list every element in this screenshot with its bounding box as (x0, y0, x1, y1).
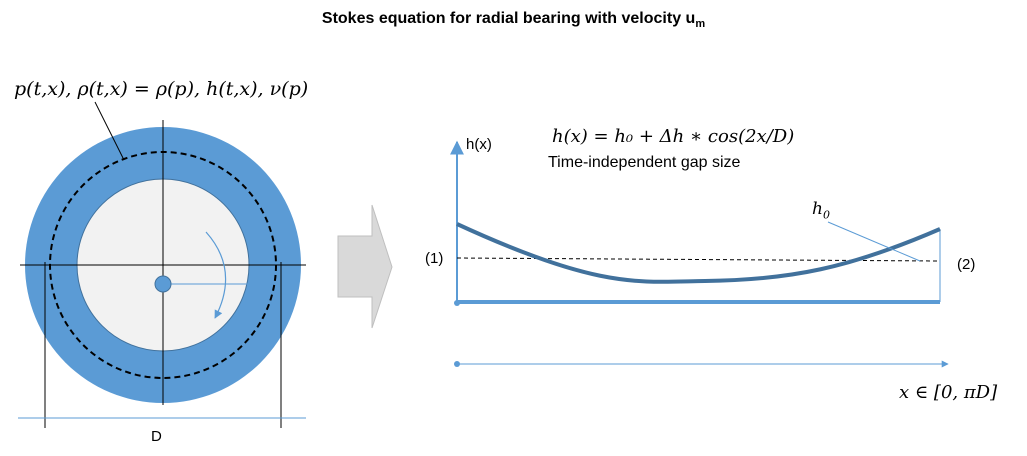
variables-label: p(t,x), ρ(t,x) = ρ(p), h(t,x), ν(p) (14, 78, 309, 100)
leader-line (94, 101, 125, 161)
h0-label-text: h (812, 199, 823, 219)
title-subscript: m (695, 18, 706, 31)
bearing-cross-section (18, 101, 306, 428)
x-axis-label: x ∈ [0, πD] (899, 382, 998, 403)
h0-leader-line (827, 221, 921, 262)
point2-label: (2) (957, 256, 976, 273)
gap-caption: Time-independent gap size (548, 154, 741, 171)
title-text: Stokes equation for radial bearing with … (321, 10, 696, 27)
point1-label: (1) (425, 250, 444, 267)
transform-block-arrow (337, 204, 393, 329)
shaft-center-dot (154, 275, 172, 293)
gap-plot (450, 140, 949, 368)
gap-curve (456, 222, 941, 284)
diagram-title: Stokes equation for radial bearing with … (0, 10, 1027, 30)
gap-formula: h(x) = h₀ + Δh ∗ cos(2x/D) (552, 126, 795, 147)
h0-label: h0 (812, 199, 830, 221)
y-axis-label: h(x) (466, 136, 492, 153)
h0-label-subscript: 0 (822, 208, 830, 222)
x-axis-origin-dot (454, 361, 460, 367)
rotation-arrow (205, 231, 227, 319)
diameter-label: D (151, 428, 162, 445)
